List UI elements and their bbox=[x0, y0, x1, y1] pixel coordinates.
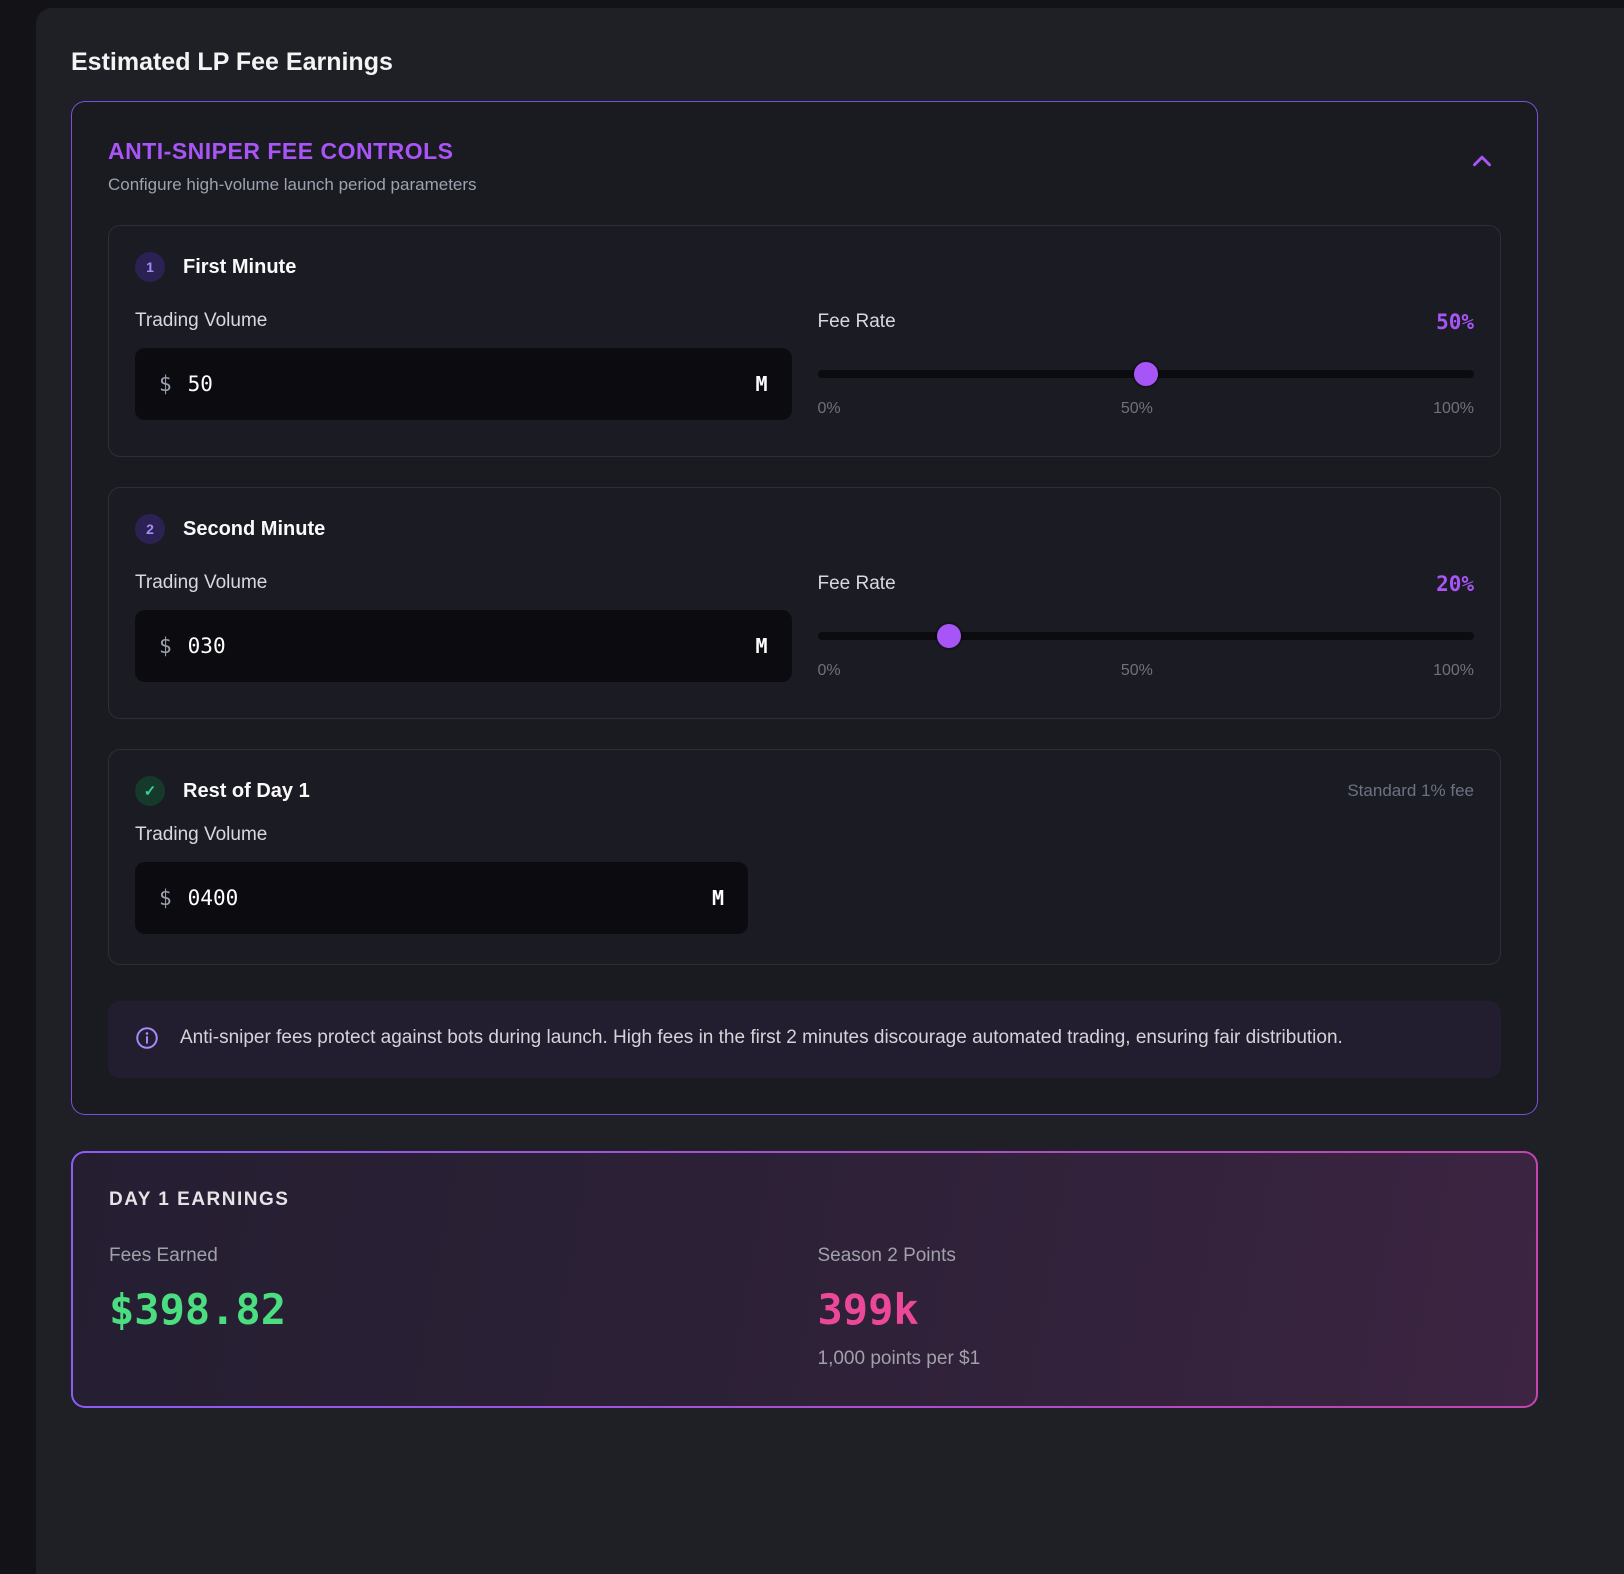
section-title: Rest of Day 1 bbox=[183, 779, 310, 802]
step-2-badge: 2 bbox=[135, 514, 165, 544]
section-second-minute: 2 Second Minute Trading Volume $ 030 M F… bbox=[108, 487, 1501, 719]
trading-volume-input[interactable]: $ 50 M bbox=[135, 348, 792, 420]
trading-volume-label: Trading Volume bbox=[135, 824, 268, 845]
season-points-label: Season 2 Points bbox=[817, 1245, 956, 1266]
fees-earned-stat: Fees Earned $398.82 bbox=[109, 1245, 792, 1370]
currency-prefix: $ bbox=[159, 886, 172, 910]
fees-earned-label: Fees Earned bbox=[109, 1245, 218, 1266]
section-first-minute: 1 First Minute Trading Volume $ 50 M Fee… bbox=[108, 225, 1501, 457]
anti-sniper-fee-controls-card: ANTI-SNIPER FEE CONTROLS Configure high-… bbox=[71, 101, 1538, 1115]
season-points-stat: Season 2 Points 399k 1,000 points per $1 bbox=[818, 1245, 1501, 1370]
anti-sniper-info-note: Anti-sniper fees protect against bots du… bbox=[108, 1001, 1501, 1078]
page-surface: Estimated LP Fee Earnings ANTI-SNIPER FE… bbox=[36, 8, 1624, 1574]
trading-volume-label: Trading Volume bbox=[135, 310, 268, 331]
fee-rate-field: Fee Rate 50% 0% 50% 100% bbox=[817, 310, 1475, 420]
slider-scale: 0% 50% 100% bbox=[818, 662, 1475, 680]
section-title: First Minute bbox=[183, 255, 297, 278]
fee-rate-slider[interactable] bbox=[817, 624, 1474, 648]
section-rest-of-day-1: ✓ Rest of Day 1 Standard 1% fee Trading … bbox=[108, 749, 1501, 965]
fee-rate-field: Fee Rate 20% 0% 50% 100% bbox=[817, 572, 1475, 682]
section-title: Second Minute bbox=[183, 517, 326, 540]
scale-mid: 50% bbox=[1120, 400, 1153, 417]
info-text: Anti-sniper fees protect against bots du… bbox=[180, 1027, 1343, 1048]
day-1-earnings-card: DAY 1 EARNINGS Fees Earned $398.82 Seaso… bbox=[71, 1151, 1538, 1408]
step-1-badge: 1 bbox=[135, 252, 165, 282]
trading-volume-label: Trading Volume bbox=[135, 572, 268, 593]
trading-volume-field: Trading Volume $ 030 M bbox=[135, 572, 792, 682]
unit-suffix: M bbox=[711, 886, 724, 910]
info-icon bbox=[134, 1025, 160, 1056]
fee-rate-label: Fee Rate bbox=[817, 311, 896, 332]
page-title: Estimated LP Fee Earnings bbox=[71, 48, 393, 76]
trading-volume-field: Trading Volume $ 50 M bbox=[135, 310, 792, 420]
unit-suffix: M bbox=[755, 372, 768, 396]
scale-mid: 50% bbox=[1120, 662, 1153, 679]
scale-max: 100% bbox=[1433, 400, 1474, 417]
collapse-button[interactable] bbox=[1463, 142, 1501, 183]
trading-volume-input[interactable]: $ 0400 M bbox=[135, 862, 748, 934]
slider-track[interactable] bbox=[817, 632, 1474, 640]
section-header: 2 Second Minute bbox=[135, 514, 1474, 544]
season-points-value: 399k bbox=[817, 1285, 919, 1334]
card-subtitle: Configure high-volume launch period para… bbox=[108, 175, 477, 194]
slider-scale: 0% 50% 100% bbox=[818, 400, 1475, 418]
slider-thumb[interactable] bbox=[936, 624, 961, 648]
chevron-up-icon bbox=[1467, 155, 1497, 179]
standard-fee-note: Standard 1% fee bbox=[1347, 781, 1474, 800]
points-rate-note: 1,000 points per $1 bbox=[817, 1348, 981, 1369]
scale-max: 100% bbox=[1433, 662, 1474, 679]
check-icon: ✓ bbox=[135, 776, 165, 806]
fee-rate-label: Fee Rate bbox=[817, 573, 896, 594]
volume-value: 0400 bbox=[187, 886, 239, 910]
card-header: ANTI-SNIPER FEE CONTROLS Configure high-… bbox=[108, 138, 1501, 195]
earnings-title: DAY 1 EARNINGS bbox=[109, 1189, 290, 1210]
currency-prefix: $ bbox=[159, 634, 172, 658]
section-header: 1 First Minute bbox=[135, 252, 1474, 282]
slider-thumb[interactable] bbox=[1133, 362, 1158, 386]
section-header: ✓ Rest of Day 1 Standard 1% fee bbox=[135, 776, 1474, 806]
fee-rate-value: 50% bbox=[1436, 310, 1474, 334]
fees-earned-value: $398.82 bbox=[109, 1285, 287, 1334]
currency-prefix: $ bbox=[159, 372, 172, 396]
trading-volume-field: Trading Volume $ 0400 M bbox=[135, 824, 1474, 934]
volume-value: 50 bbox=[187, 372, 213, 396]
unit-suffix: M bbox=[755, 634, 768, 658]
volume-value: 030 bbox=[187, 634, 226, 658]
trading-volume-input[interactable]: $ 030 M bbox=[135, 610, 792, 682]
fee-rate-slider[interactable] bbox=[817, 362, 1474, 386]
card-title: ANTI-SNIPER FEE CONTROLS bbox=[108, 138, 454, 164]
scale-min: 0% bbox=[817, 400, 841, 417]
fee-rate-value: 20% bbox=[1436, 572, 1474, 596]
scale-min: 0% bbox=[817, 662, 841, 679]
